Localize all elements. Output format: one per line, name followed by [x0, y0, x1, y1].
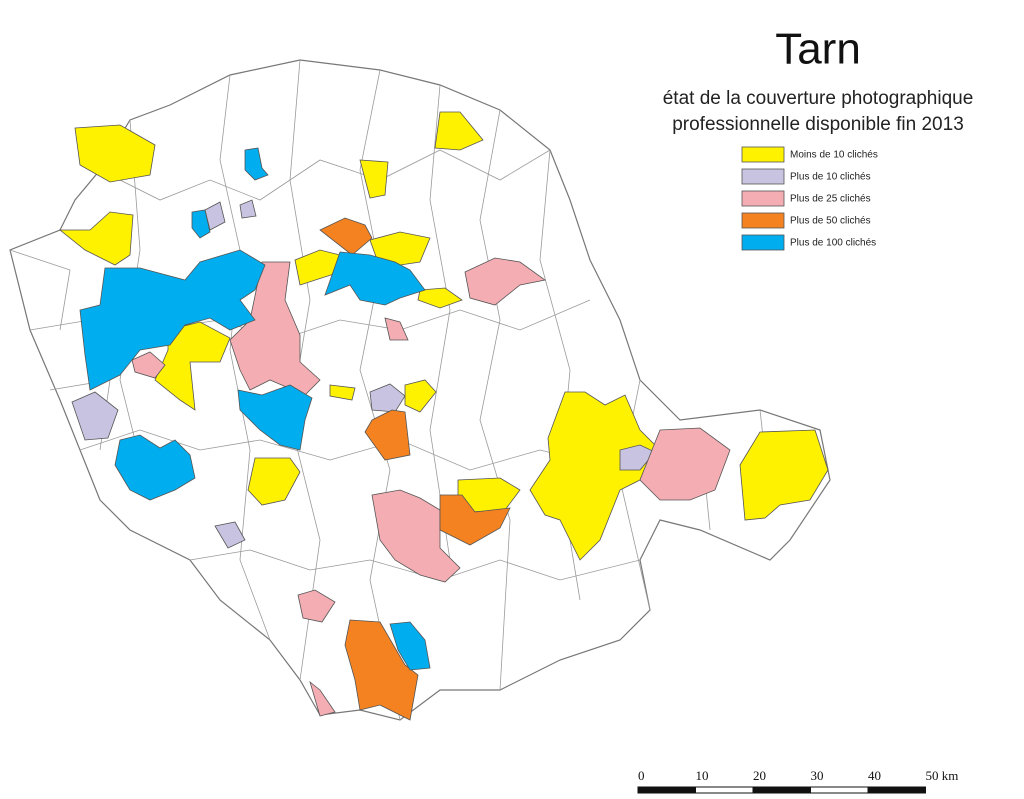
area-patch	[319, 217, 373, 256]
legend-swatch	[741, 212, 785, 229]
area-patch	[58, 211, 134, 266]
area-patch	[371, 489, 461, 583]
legend-label: Plus de 50 clichés	[790, 216, 871, 227]
scale-segment	[867, 786, 926, 794]
map-subtitle: état de la couverture photographique	[663, 88, 974, 109]
scale-label: 20	[753, 768, 766, 783]
legend-label: Moins de 10 clichés	[790, 150, 878, 161]
scale-label: 10	[696, 768, 709, 783]
area-patch	[434, 111, 484, 151]
coverage-areas	[58, 111, 829, 721]
area-patch	[739, 429, 829, 521]
scale-label: 40	[868, 768, 881, 783]
area-patch	[529, 391, 656, 561]
legend-swatch	[741, 168, 785, 185]
scale-label: 30	[811, 768, 824, 783]
area-patch	[247, 457, 301, 506]
legend-swatch	[741, 190, 785, 207]
area-patch	[384, 317, 409, 341]
map-title: Tarn	[775, 25, 861, 74]
legend-label: Plus de 25 clichés	[790, 194, 871, 205]
area-patch	[214, 521, 246, 549]
area-patch	[639, 427, 731, 501]
scale-label: 50 km	[926, 768, 959, 783]
area-patch	[114, 434, 196, 501]
area-patch	[131, 351, 166, 379]
area-patch	[309, 680, 336, 717]
area-patch	[79, 249, 266, 391]
scale-segment	[810, 786, 869, 794]
area-patch	[417, 287, 463, 309]
area-patch	[71, 391, 119, 441]
legend-label: Plus de 100 clichés	[790, 238, 876, 249]
scale-segment	[695, 786, 754, 794]
area-patch	[344, 619, 419, 721]
legend-swatch	[741, 234, 785, 251]
area-patch	[464, 257, 546, 306]
area-patch	[404, 379, 437, 413]
area-patch	[329, 384, 356, 401]
map-subtitle: professionnelle disponible fin 2013	[672, 114, 964, 135]
area-patch	[364, 409, 411, 461]
legend-swatch	[741, 146, 785, 163]
area-patch	[439, 494, 511, 546]
area-patch	[191, 209, 211, 239]
area-patch	[359, 159, 389, 199]
area-patch	[239, 199, 257, 219]
area-patch	[297, 589, 336, 623]
legend-label: Plus de 10 clichés	[790, 172, 871, 183]
scale-segment	[752, 786, 811, 794]
scale-bar: 0 10 20 30 40 50 km	[637, 768, 959, 794]
area-patch	[244, 147, 269, 181]
area-patch	[324, 251, 426, 306]
scale-segment	[637, 786, 696, 794]
area-patch	[237, 384, 313, 451]
scale-label: 0	[638, 768, 645, 783]
legend: Moins de 10 clichés Plus de 10 clichés Plu…	[741, 146, 878, 251]
area-patch	[74, 124, 156, 183]
area-patch	[389, 621, 431, 671]
area-patch	[369, 383, 406, 413]
